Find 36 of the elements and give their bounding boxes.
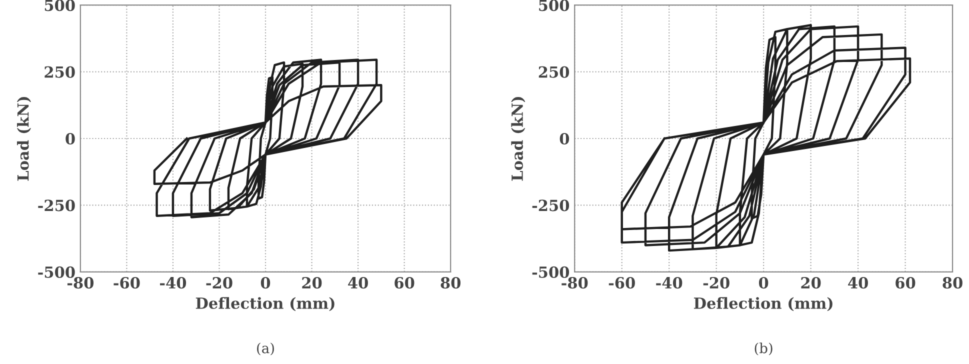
text: (a) — [257, 342, 274, 356]
y-tick-label: 0 — [66, 132, 75, 145]
x-tick-label: -60 — [608, 277, 635, 289]
x-tick-label: 20 — [302, 277, 322, 289]
line-series — [153, 58, 382, 218]
x-tick-label: -60 — [114, 277, 140, 289]
x-tick-label: 0 — [758, 277, 768, 289]
y-tick-label: 500 — [539, 0, 570, 12]
text: (b) — [754, 342, 772, 356]
x-tick-label: -40 — [160, 277, 186, 289]
y-tick-label: -250 — [38, 200, 75, 212]
y-tick-label: 250 — [538, 66, 570, 78]
y-axis-title: Load (kN) — [511, 97, 526, 181]
x-tick-label: -40 — [656, 277, 682, 289]
x-axis-title: Deflection (mm) — [694, 297, 832, 312]
y-tick-label: 250 — [44, 66, 75, 78]
x-tick-label: 20 — [801, 277, 821, 289]
x-tick-label: 40 — [348, 277, 368, 289]
y-axis-title: Load (kN) — [16, 97, 31, 181]
x-tick-label: 0 — [260, 277, 270, 289]
x-tick-label: 80 — [942, 277, 962, 289]
y-tick-label: 500 — [44, 0, 75, 12]
x-tick-label: 80 — [440, 277, 460, 289]
y-tick-label: -250 — [532, 200, 570, 212]
y-tick-label: -500 — [532, 266, 570, 278]
x-tick-label: 40 — [848, 277, 868, 289]
x-axis-title: Deflection (mm) — [196, 297, 334, 312]
x-tick-label: -20 — [703, 277, 730, 289]
x-tick-label: 60 — [896, 277, 916, 289]
y-tick-label: 0 — [560, 132, 570, 145]
x-tick-label: -20 — [206, 277, 232, 289]
x-tick-label: -80 — [67, 277, 94, 289]
y-tick-label: -500 — [38, 266, 75, 278]
line-series — [620, 24, 912, 252]
x-tick-label: -80 — [562, 277, 588, 289]
x-tick-label: 60 — [394, 277, 414, 289]
